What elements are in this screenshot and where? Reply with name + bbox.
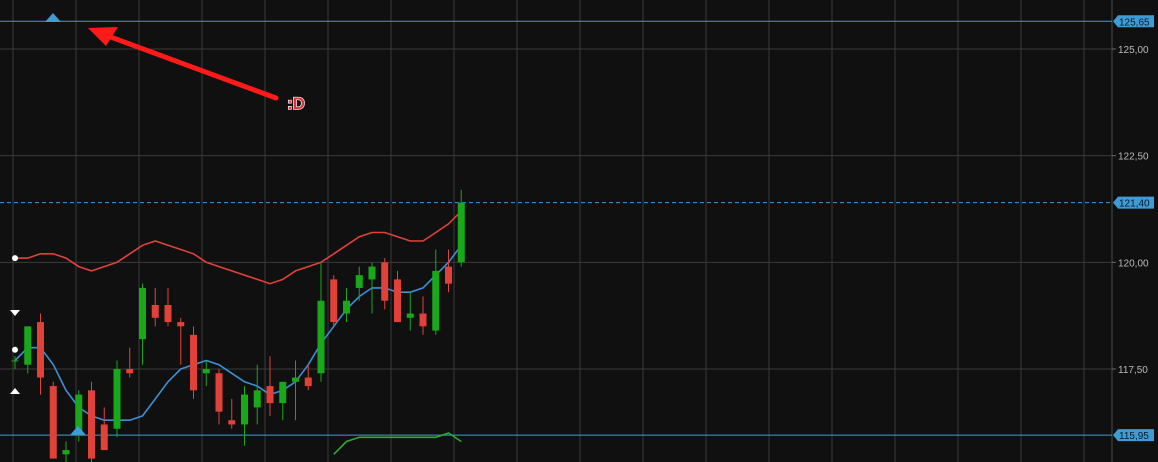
axis-tick-label: 125,00 — [1118, 45, 1149, 56]
markers — [10, 13, 86, 435]
blue-triangle-marker-bottom — [70, 426, 86, 435]
candle-body-down — [304, 377, 312, 387]
ma-start-dot — [12, 346, 18, 353]
price-level-label: 125,65 — [1119, 17, 1150, 28]
axis-tick-label: 122,50 — [1118, 152, 1149, 163]
arrow-annotation: :D — [88, 27, 306, 114]
candle-body-down — [88, 390, 95, 459]
candle-body-down — [330, 279, 338, 323]
candle-body-up — [355, 275, 363, 288]
candle-body-up — [24, 326, 32, 365]
candle-body-up — [406, 313, 414, 318]
candle-body-up — [279, 381, 287, 404]
price-level-tag — [1113, 15, 1154, 28]
candle-body-up — [113, 369, 121, 429]
candle-body-down — [266, 386, 274, 404]
candle-body-down — [190, 334, 197, 391]
candle-body-up — [62, 450, 70, 455]
price-level-label: 121,40 — [1119, 199, 1150, 210]
candle-body-up — [241, 394, 248, 425]
candle-body-down — [177, 322, 185, 327]
price-level-label: 115,95 — [1119, 431, 1149, 442]
candle-body-down — [381, 262, 389, 301]
candle-body-down — [49, 386, 57, 459]
upper-band-line — [15, 210, 462, 285]
candle-body-up — [253, 390, 261, 408]
candle-body-down — [445, 266, 452, 284]
candle-body-up — [139, 287, 146, 340]
candle-body-down — [215, 373, 223, 412]
axis-tick-label: 117,50 — [1118, 365, 1148, 376]
candle-body-up — [292, 377, 299, 382]
price-level-tag — [1113, 429, 1154, 442]
horizontal-grid — [0, 48, 1112, 370]
candle-body-up — [343, 300, 350, 314]
candle-body-up — [432, 270, 440, 331]
candle-body-up — [75, 394, 83, 433]
arrow-head — [88, 27, 118, 46]
price-axis: 125,00 122,50 120,00 117,50 125,65 121,40 115,… — [1112, 15, 1154, 442]
candle-body-up — [317, 300, 325, 374]
candle-body-down — [394, 279, 401, 323]
candle-body-up — [202, 369, 210, 374]
lower-indicator-line — [333, 432, 462, 455]
triangle-up-marker — [10, 388, 20, 394]
candle-body-down — [164, 305, 172, 323]
smiley-annotation: :D — [287, 94, 305, 113]
triangle-down-marker — [10, 310, 20, 316]
candle-body-down — [100, 424, 108, 451]
vertical-grid — [12, 0, 1113, 462]
arrow-shaft — [105, 33, 279, 101]
candlesticks — [11, 189, 465, 462]
price-level-tag — [1113, 196, 1154, 209]
axis-tick-label: 120,00 — [1118, 258, 1149, 269]
blue-triangle-marker-top — [45, 13, 61, 22]
candle-body-down — [37, 322, 44, 378]
candle-body-down — [419, 313, 427, 327]
candle-body-up — [457, 202, 465, 263]
candle-body-down — [151, 305, 159, 318]
candle-body-up — [11, 360, 19, 362]
band-start-dot — [12, 255, 18, 262]
candle-body-down — [126, 369, 134, 374]
candle-body-up — [368, 266, 376, 280]
price-levels — [0, 20, 1112, 436]
candle-body-down — [228, 420, 236, 425]
